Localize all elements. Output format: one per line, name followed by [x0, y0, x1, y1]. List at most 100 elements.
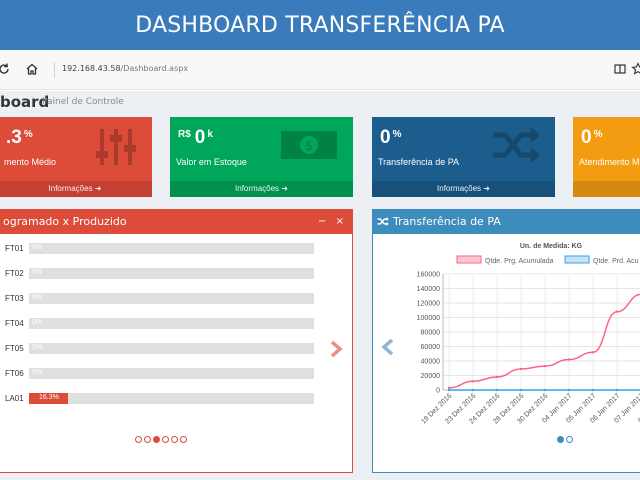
y-tick-label: 20000	[421, 373, 441, 380]
y-tick-label: 60000	[421, 344, 441, 351]
panel-title: Transferência de PA	[393, 215, 501, 228]
url-host: 192.168.43.58	[62, 64, 121, 73]
stat-box-attendance: .3% mento Médio Informações ➜	[0, 117, 152, 197]
home-icon[interactable]	[24, 62, 40, 78]
carousel-dot[interactable]	[135, 436, 142, 443]
toolbar-separator	[54, 62, 55, 78]
stat-label: Valor em Estoque	[176, 157, 247, 167]
progress-value: 0%	[32, 369, 43, 376]
y-tick-label: 100000	[417, 315, 440, 322]
money-icon: $	[279, 125, 339, 170]
data-point	[447, 386, 451, 390]
data-point	[591, 388, 595, 392]
pa-transfer-chart: Un. de Medida: KG Qtde. Prg. Acumulada Qtd…	[417, 243, 640, 425]
data-point	[471, 380, 475, 383]
carousel-dot[interactable]	[180, 436, 187, 443]
banner-title: DASHBOARD TRANSFERÊNCIA PA	[135, 12, 505, 38]
sliders-icon	[94, 125, 138, 174]
data-point	[591, 351, 595, 354]
favorite-star-icon[interactable]	[630, 62, 640, 78]
legend-swatch	[564, 255, 590, 264]
carousel-dot[interactable]	[171, 436, 178, 443]
progress-track: 0%	[29, 293, 314, 304]
page-banner: DASHBOARD TRANSFERÊNCIA PA	[0, 0, 640, 50]
data-point	[615, 388, 619, 392]
y-tick-label: 40000	[421, 359, 441, 366]
y-tick-label: 120000	[417, 301, 440, 308]
carousel-indicators	[135, 436, 187, 443]
pa-transfer-panel: Transferência de PA Un. de Medida: KG Qtd…	[372, 209, 640, 473]
data-point	[615, 310, 619, 313]
stat-value: 0%	[581, 127, 603, 148]
progress-value: 0%	[32, 344, 43, 351]
collapse-button[interactable]: −	[318, 216, 327, 227]
y-tick-label: 0	[436, 388, 440, 395]
y-tick-label: 140000	[417, 286, 440, 293]
shuffle-icon	[377, 212, 389, 236]
shuffle-icon	[491, 125, 541, 170]
data-point	[495, 375, 499, 379]
series-line-1	[448, 293, 640, 389]
carousel-indicators	[557, 436, 573, 443]
stat-value: 0%	[380, 127, 402, 148]
legend-label: Qtde. Prd. Acu	[593, 258, 639, 265]
chevron-left-icon[interactable]	[381, 336, 395, 362]
data-point	[567, 358, 571, 361]
data-point	[519, 367, 523, 371]
chevron-right-icon[interactable]	[329, 338, 343, 364]
y-tick-label: 160000	[417, 272, 440, 279]
planned-vs-produced-panel: ogramado x Produzido − × FT01 0% FT02 0% FT0…	[0, 209, 353, 473]
stat-info-link[interactable]	[573, 181, 640, 197]
progress-row-ft02: FT02 0%	[0, 268, 319, 280]
y-tick-label: 80000	[421, 330, 441, 337]
stat-box-pa-transfer: 0% Transferência de PA Informações ➜	[372, 117, 555, 197]
stat-value: R$ 0 k	[178, 127, 213, 148]
progress-row-ft04: FT04 0%	[0, 318, 319, 330]
url-path: /Dashboard.aspx	[120, 64, 189, 73]
carousel-dot[interactable]	[557, 436, 564, 443]
progress-fill	[29, 393, 69, 404]
carousel-dot[interactable]	[144, 436, 151, 443]
progress-track: 0%	[29, 343, 314, 354]
stat-info-link[interactable]: Informações ➜	[170, 181, 353, 197]
stat-info-link[interactable]: Informações ➜	[372, 181, 555, 197]
dashboard-page: board Painel de Controle .3% mento Médio…	[0, 91, 640, 480]
stat-info-link[interactable]: Informações ➜	[0, 181, 152, 197]
legend-swatch	[456, 255, 482, 264]
reader-icon[interactable]	[612, 62, 628, 78]
data-point	[447, 388, 451, 392]
stat-value: .3%	[6, 127, 33, 148]
progress-row-la01: LA01 16.3%	[0, 393, 319, 405]
close-button[interactable]: ×	[335, 216, 344, 227]
progress-track: 16.3%	[29, 393, 314, 404]
progress-label: FT02	[5, 269, 24, 278]
data-point	[543, 388, 547, 392]
carousel-dot[interactable]	[566, 436, 573, 443]
data-point	[519, 388, 523, 392]
carousel-dot[interactable]	[153, 436, 160, 443]
progress-value: 0%	[32, 294, 43, 301]
progress-track: 0%	[29, 243, 314, 254]
progress-track: 0%	[29, 318, 314, 329]
progress-label: FT04	[5, 319, 24, 328]
stat-box-stock-value: R$ 0 k Valor em Estoque $ Informações ➜	[170, 117, 353, 197]
progress-value: 16.3%	[39, 394, 59, 401]
progress-label: FT06	[5, 369, 24, 378]
progress-row-ft05: FT05 0%	[0, 343, 319, 355]
progress-label: FT01	[5, 244, 24, 253]
panel-title: ogramado x Produzido	[3, 215, 127, 228]
refresh-icon[interactable]	[0, 62, 12, 78]
stat-label: mento Médio	[4, 157, 57, 167]
progress-value: 0%	[32, 319, 43, 326]
data-point	[567, 388, 571, 392]
carousel-dot[interactable]	[162, 436, 169, 443]
svg-text:$: $	[305, 139, 313, 154]
panel-header: ogramado x Produzido − ×	[0, 210, 352, 234]
progress-value: 0%	[32, 244, 43, 251]
address-bar[interactable]: 192.168.43.58/Dashboard.aspx	[62, 64, 188, 73]
progress-row-ft03: FT03 0%	[0, 293, 319, 305]
stat-box-attendance-avg: 0% Atendimento Me	[573, 117, 640, 197]
panel-header: Transferência de PA	[373, 210, 640, 234]
data-point	[495, 388, 499, 392]
legend-label: Qtde. Prg. Acumulada	[485, 258, 554, 265]
